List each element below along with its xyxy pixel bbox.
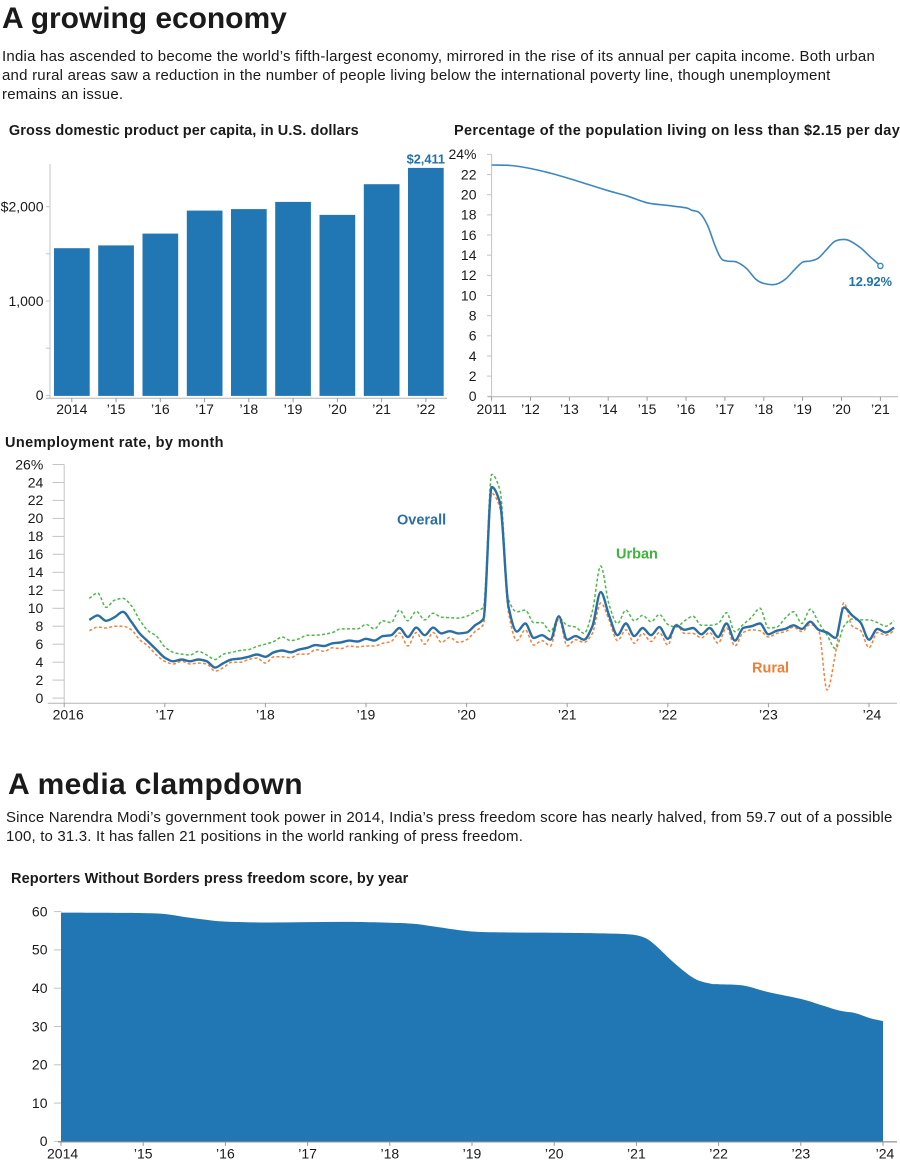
svg-text:18: 18: [28, 528, 44, 544]
svg-text:10: 10: [461, 287, 477, 303]
svg-text:’19: ’19: [284, 401, 303, 417]
svg-text:’19: ’19: [357, 707, 376, 723]
svg-text:16: 16: [461, 227, 477, 243]
svg-text:’17: ’17: [155, 707, 174, 723]
svg-text:’21: ’21: [871, 401, 890, 417]
svg-text:16: 16: [28, 546, 44, 562]
svg-text:8: 8: [469, 308, 477, 324]
svg-text:0: 0: [40, 1133, 48, 1149]
svg-text:22: 22: [28, 492, 44, 508]
svg-text:’16: ’16: [216, 1146, 235, 1162]
svg-text:’18: ’18: [256, 707, 275, 723]
svg-text:22: 22: [461, 166, 477, 182]
svg-text:’17: ’17: [195, 401, 214, 417]
svg-text:’23: ’23: [791, 1146, 810, 1162]
svg-text:’15: ’15: [107, 401, 126, 417]
svg-text:’15: ’15: [134, 1146, 153, 1162]
svg-text:’20: ’20: [457, 707, 476, 723]
svg-text:2: 2: [36, 672, 44, 688]
svg-text:’22: ’22: [658, 707, 677, 723]
svg-text:20: 20: [32, 1057, 48, 1073]
svg-text:10: 10: [32, 1095, 48, 1111]
svg-text:’19: ’19: [463, 1146, 482, 1162]
svg-text:Urban: Urban: [616, 547, 658, 563]
svg-text:’18: ’18: [380, 1146, 399, 1162]
svg-text:’12: ’12: [521, 401, 540, 417]
svg-text:8: 8: [36, 618, 44, 634]
svg-text:’15: ’15: [638, 401, 657, 417]
svg-text:14: 14: [28, 564, 44, 580]
svg-text:Overall: Overall: [397, 513, 446, 529]
svg-text:30: 30: [32, 1018, 48, 1034]
svg-text:’20: ’20: [832, 401, 851, 417]
svg-text:’14: ’14: [599, 401, 618, 417]
svg-text:Rural: Rural: [752, 661, 789, 677]
svg-text:2014: 2014: [47, 1146, 78, 1162]
svg-text:’24: ’24: [863, 707, 882, 723]
svg-text:6: 6: [36, 636, 44, 652]
svg-text:12.92%: 12.92%: [849, 274, 893, 289]
svg-text:10: 10: [28, 600, 44, 616]
svg-text:50: 50: [32, 942, 48, 958]
svg-text:’21: ’21: [558, 707, 577, 723]
svg-text:’20: ’20: [545, 1146, 564, 1162]
svg-text:2011: 2011: [477, 401, 507, 417]
svg-text:40: 40: [32, 980, 48, 996]
svg-text:’21: ’21: [372, 401, 391, 417]
svg-text:24: 24: [28, 474, 44, 490]
svg-text:’17: ’17: [298, 1146, 317, 1162]
svg-text:’17: ’17: [716, 401, 735, 417]
svg-text:1,000: 1,000: [8, 293, 43, 309]
svg-text:’23: ’23: [759, 707, 778, 723]
svg-text:14: 14: [461, 247, 477, 263]
svg-text:’24: ’24: [876, 1146, 895, 1162]
svg-text:’18: ’18: [239, 401, 258, 417]
svg-text:2016: 2016: [53, 707, 84, 723]
svg-text:4: 4: [469, 348, 477, 364]
svg-text:60: 60: [32, 903, 48, 919]
svg-text:2: 2: [469, 368, 477, 384]
svg-text:’21: ’21: [627, 1146, 646, 1162]
svg-text:’22: ’22: [417, 401, 436, 417]
svg-text:’22: ’22: [709, 1146, 728, 1162]
svg-text:$2,411: $2,411: [407, 152, 445, 167]
svg-text:’18: ’18: [754, 401, 773, 417]
svg-text:2014: 2014: [56, 401, 87, 417]
svg-text:0: 0: [36, 387, 44, 403]
svg-text:0: 0: [469, 388, 477, 404]
svg-text:’20: ’20: [328, 401, 347, 417]
svg-text:20: 20: [461, 187, 477, 203]
svg-text:12: 12: [461, 267, 477, 283]
svg-text:4: 4: [36, 654, 44, 670]
svg-text:12: 12: [28, 582, 44, 598]
svg-text:$2,000: $2,000: [1, 199, 44, 215]
svg-text:’16: ’16: [151, 401, 170, 417]
svg-text:’19: ’19: [793, 401, 812, 417]
svg-text:18: 18: [461, 207, 477, 223]
svg-text:’13: ’13: [560, 401, 579, 417]
svg-text:’16: ’16: [677, 401, 696, 417]
svg-text:26%: 26%: [15, 456, 43, 472]
svg-text:24%: 24%: [448, 146, 476, 162]
svg-text:20: 20: [28, 510, 44, 526]
svg-text:6: 6: [469, 328, 477, 344]
svg-text:0: 0: [36, 690, 44, 706]
